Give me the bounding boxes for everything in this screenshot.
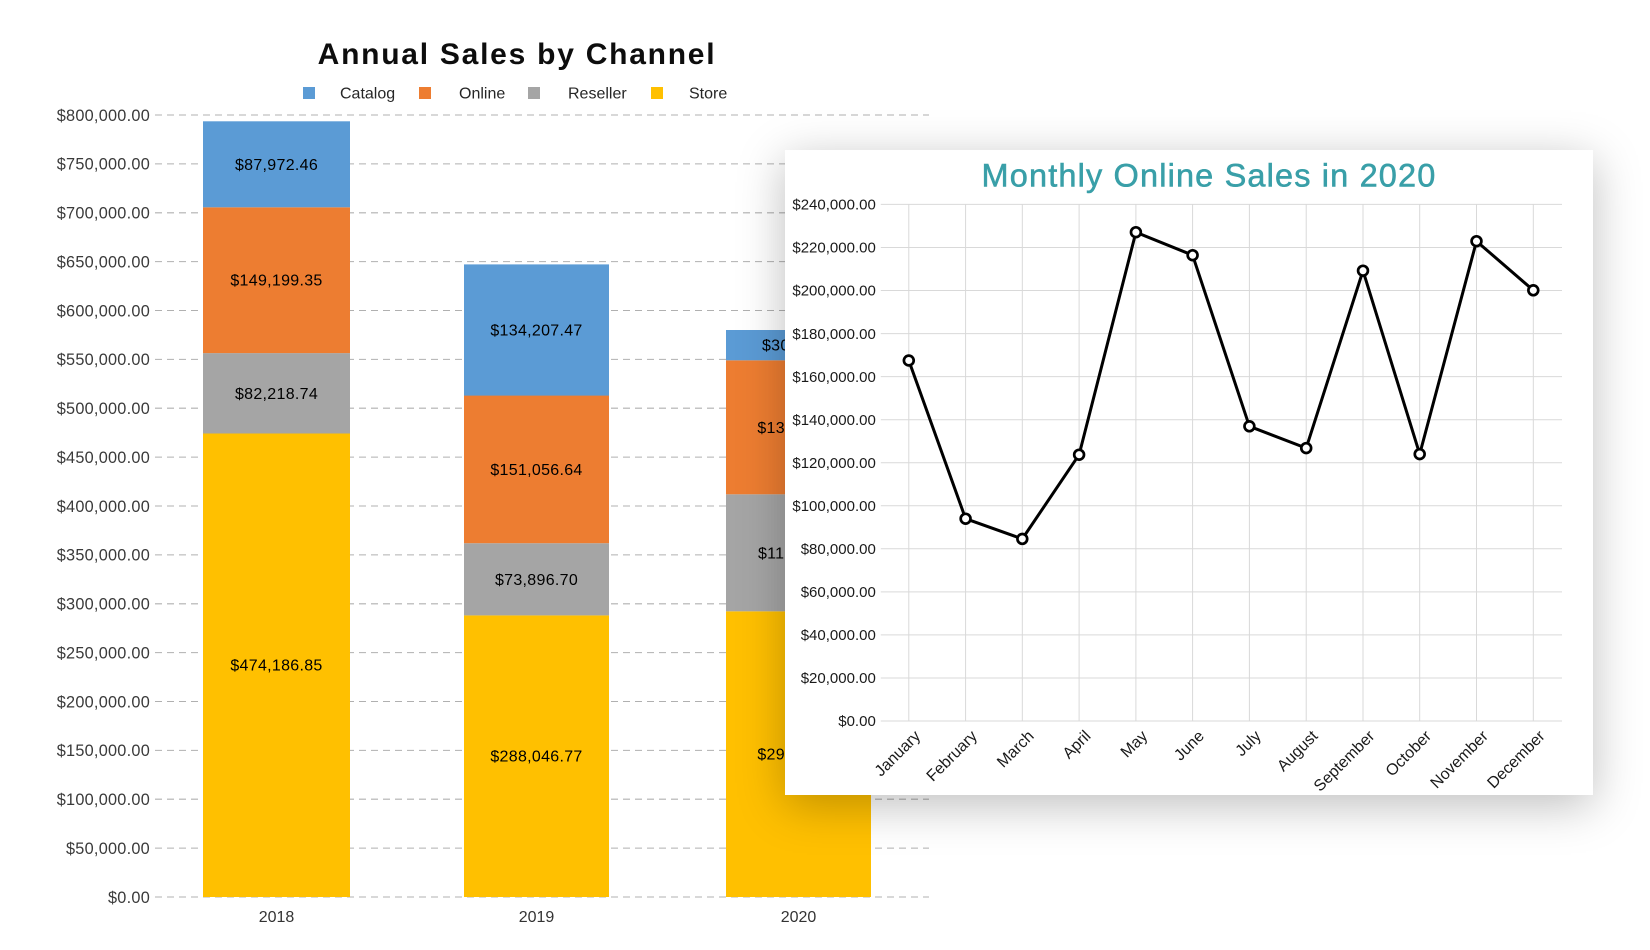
svg-text:$700,000.00: $700,000.00: [57, 205, 150, 223]
svg-text:$82,218.74: $82,218.74: [235, 386, 318, 403]
svg-text:$240,000.00: $240,000.00: [792, 196, 875, 213]
svg-text:$73,896.70: $73,896.70: [495, 572, 578, 589]
svg-text:$550,000.00: $550,000.00: [57, 351, 150, 369]
svg-text:$160,000.00: $160,000.00: [792, 368, 875, 385]
svg-text:$149,199.35: $149,199.35: [230, 273, 322, 290]
svg-text:$151,056.64: $151,056.64: [490, 462, 582, 479]
svg-text:Store: Store: [689, 86, 727, 103]
svg-text:$40,000.00: $40,000.00: [800, 627, 875, 644]
svg-text:Reseller: Reseller: [568, 86, 627, 103]
svg-text:2019: 2019: [519, 909, 555, 926]
svg-text:$474,186.85: $474,186.85: [230, 658, 322, 675]
svg-text:2020: 2020: [781, 909, 817, 926]
svg-text:October: October: [1382, 727, 1435, 780]
svg-text:July: July: [1232, 727, 1264, 759]
svg-text:Annual Sales by Channel: Annual Sales by Channel: [318, 38, 717, 71]
svg-text:August: August: [1274, 727, 1322, 775]
svg-text:Online: Online: [459, 86, 505, 103]
svg-text:$0.00: $0.00: [838, 713, 876, 730]
svg-text:June: June: [1171, 727, 1208, 764]
svg-text:$250,000.00: $250,000.00: [57, 644, 150, 662]
svg-text:$87,972.46: $87,972.46: [235, 157, 318, 174]
svg-text:$400,000.00: $400,000.00: [57, 498, 150, 516]
svg-text:$200,000.00: $200,000.00: [57, 693, 150, 711]
svg-text:$288,046.77: $288,046.77: [490, 749, 582, 766]
svg-text:$220,000.00: $220,000.00: [792, 239, 875, 256]
svg-text:December: December: [1484, 727, 1549, 792]
svg-text:$20,000.00: $20,000.00: [800, 670, 875, 687]
svg-text:$0.00: $0.00: [108, 889, 150, 907]
svg-text:April: April: [1059, 727, 1094, 762]
svg-text:$750,000.00: $750,000.00: [57, 156, 150, 174]
svg-text:$120,000.00: $120,000.00: [792, 454, 875, 471]
svg-text:$50,000.00: $50,000.00: [66, 840, 150, 858]
svg-text:May: May: [1117, 727, 1150, 760]
svg-text:$300,000.00: $300,000.00: [57, 596, 150, 614]
svg-text:$80,000.00: $80,000.00: [800, 541, 875, 558]
svg-text:$134,207.47: $134,207.47: [490, 322, 582, 339]
svg-text:$800,000.00: $800,000.00: [57, 107, 150, 125]
svg-text:September: September: [1311, 727, 1379, 795]
svg-text:2018: 2018: [259, 909, 295, 926]
svg-text:$180,000.00: $180,000.00: [792, 325, 875, 342]
svg-text:$350,000.00: $350,000.00: [57, 547, 150, 565]
svg-text:$650,000.00: $650,000.00: [57, 253, 150, 271]
svg-text:$500,000.00: $500,000.00: [57, 400, 150, 418]
svg-text:$100,000.00: $100,000.00: [57, 791, 150, 809]
svg-text:$100,000.00: $100,000.00: [792, 497, 875, 514]
svg-text:January: January: [871, 727, 923, 779]
svg-text:Monthly Online Sales in 2020: Monthly Online Sales in 2020: [981, 157, 1436, 193]
svg-text:November: November: [1427, 727, 1492, 792]
svg-text:$600,000.00: $600,000.00: [57, 302, 150, 320]
svg-text:$200,000.00: $200,000.00: [792, 282, 875, 299]
svg-text:$450,000.00: $450,000.00: [57, 449, 150, 467]
svg-text:February: February: [923, 727, 980, 784]
svg-text:Catalog: Catalog: [340, 86, 395, 103]
svg-text:$150,000.00: $150,000.00: [57, 742, 150, 760]
svg-text:March: March: [994, 727, 1037, 770]
svg-text:$60,000.00: $60,000.00: [800, 584, 875, 601]
svg-text:$140,000.00: $140,000.00: [792, 411, 875, 428]
